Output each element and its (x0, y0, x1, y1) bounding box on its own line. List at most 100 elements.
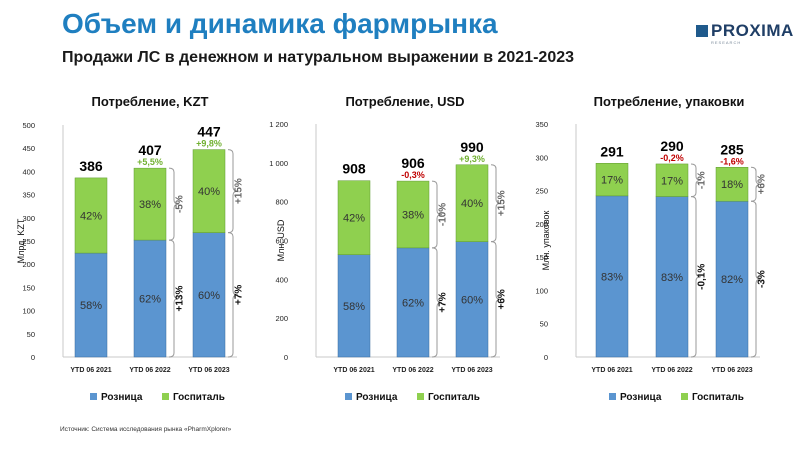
hospital-share-label: 40% (461, 198, 483, 210)
legend-hospital-swatch (681, 393, 688, 400)
y-axis-label: Млрд. KZT (16, 218, 26, 263)
hospital-share-label: 38% (139, 199, 161, 211)
hospital-change-label: +15% (497, 190, 508, 216)
total-label: 290 (660, 138, 684, 154)
logo-square-icon (696, 25, 708, 37)
retail-change-label: -0,1% (697, 264, 708, 290)
total-label: 908 (342, 161, 366, 177)
proxima-logo: PROXIMA RESEARCH (696, 18, 794, 45)
total-label: 285 (720, 141, 744, 157)
growth-label: +5,5% (137, 157, 163, 167)
x-tick-label: YTD 06 2023 (711, 367, 752, 374)
y-tick-label: 200 (535, 220, 548, 229)
hospital-change-label: -5% (175, 195, 186, 213)
hospital-change-brace (227, 149, 239, 234)
y-tick-label: 300 (535, 153, 548, 162)
bar-hospital (715, 167, 749, 202)
y-tick-label: 400 (22, 167, 35, 176)
hospital-change-label: +6% (757, 174, 768, 194)
y-tick-label: 800 (275, 198, 288, 207)
hospital-share-label: 17% (661, 175, 683, 187)
bar-hospital (595, 163, 629, 197)
retail-change-label: +13% (175, 286, 186, 312)
hospital-change-label: -1% (697, 171, 708, 189)
retail-change-brace (227, 232, 239, 358)
chart-title: Потребление, USD (345, 94, 464, 109)
y-tick-label: 150 (535, 253, 548, 262)
hospital-share-label: 18% (721, 179, 743, 191)
total-label: 447 (197, 124, 221, 140)
y-tick-label: 100 (535, 286, 548, 295)
hospital-share-label: 17% (601, 175, 623, 187)
retail-share-label: 82% (721, 274, 743, 286)
legend-hospital-label: Госпиталь (428, 392, 480, 403)
retail-change-label: +7% (438, 292, 449, 312)
y-axis-label: Млн. упаковок (541, 211, 551, 271)
growth-label: -1,6% (720, 156, 744, 166)
bar-retail (455, 241, 489, 358)
retail-share-label: 58% (80, 300, 102, 312)
y-tick-label: 100 (22, 307, 35, 316)
bar-hospital (655, 163, 689, 197)
total-label: 407 (138, 142, 162, 158)
logo-text: PROXIMA (711, 21, 794, 40)
hospital-change-label: -10% (438, 203, 449, 226)
growth-label: -0,3% (401, 170, 425, 180)
y-tick-label: 350 (22, 191, 35, 200)
bar-hospital (74, 177, 108, 254)
y-tick-label: 350 (535, 120, 548, 129)
x-tick-label: YTD 06 2021 (70, 367, 111, 374)
y-tick-label: 0 (544, 353, 548, 362)
retail-share-label: 60% (198, 290, 220, 302)
bar-retail (337, 254, 371, 358)
legend-retail-label: Розница (620, 392, 662, 403)
retail-change-label: +7% (234, 285, 245, 305)
x-tick-label: YTD 06 2022 (392, 367, 433, 374)
legend-hospital-label: Госпиталь (173, 392, 225, 403)
y-tick-label: 0 (31, 353, 35, 362)
bar-hospital (192, 149, 226, 233)
retail-share-label: 60% (461, 294, 483, 306)
legend-retail-label: Розница (101, 392, 143, 403)
hospital-share-label: 38% (402, 209, 424, 221)
hospital-change-brace (750, 166, 762, 202)
page-title: Объем и динамика фармрынка (62, 8, 498, 39)
bar-hospital (396, 180, 430, 249)
retail-change-label: -3% (757, 270, 768, 288)
hospital-share-label: 42% (343, 213, 365, 225)
legend-retail-label: Розница (356, 392, 398, 403)
hospital-change-brace (431, 180, 443, 249)
growth-label: -0,2% (660, 153, 684, 163)
bar-retail (133, 239, 167, 358)
total-label: 906 (401, 155, 425, 171)
growth-label: +9,8% (196, 139, 222, 149)
y-tick-label: 600 (275, 237, 288, 246)
y-tick-label: 250 (22, 237, 35, 246)
chart-title: Потребление, KZT (92, 94, 209, 109)
hospital-share-label: 40% (198, 186, 220, 198)
hospital-share-label: 42% (80, 210, 102, 222)
x-tick-label: YTD 06 2023 (188, 367, 229, 374)
x-tick-label: YTD 06 2021 (591, 367, 632, 374)
y-tick-label: 50 (540, 320, 548, 329)
legend-hospital-swatch (162, 393, 169, 400)
retail-change-brace (490, 241, 502, 358)
y-tick-label: 0 (284, 353, 288, 362)
y-tick-label: 1 200 (269, 120, 288, 129)
y-tick-label: 450 (22, 144, 35, 153)
y-tick-label: 200 (275, 314, 288, 323)
retail-change-brace (750, 200, 762, 358)
y-tick-label: 250 (535, 187, 548, 196)
retail-change-brace (168, 239, 180, 358)
bar-retail (715, 200, 749, 358)
bar-retail (595, 195, 629, 358)
retail-share-label: 62% (139, 294, 161, 306)
x-tick-label: YTD 06 2022 (129, 367, 170, 374)
bar-hospital (133, 167, 167, 241)
source-note: Источник: Система исследования рынка «Ph… (60, 426, 232, 433)
page-subtitle: Продажи ЛС в денежном и натуральном выра… (62, 49, 575, 66)
legend-retail-swatch (90, 393, 97, 400)
total-label: 990 (460, 139, 484, 155)
hospital-change-brace (168, 167, 180, 241)
